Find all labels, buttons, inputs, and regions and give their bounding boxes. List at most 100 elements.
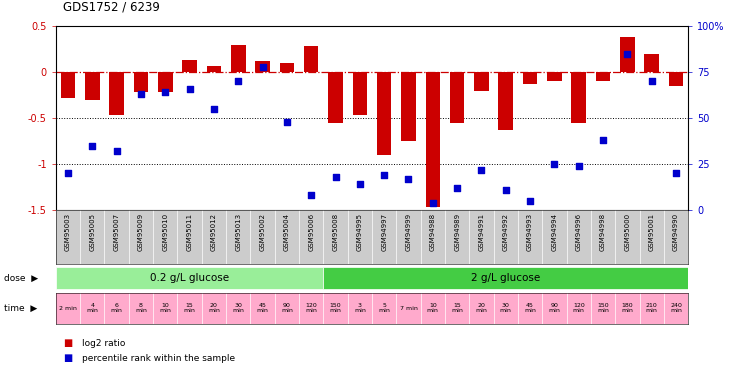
Text: 6
min: 6 min	[111, 303, 123, 313]
Text: 3
min: 3 min	[354, 303, 366, 313]
Point	[159, 89, 171, 95]
Text: GSM94997: GSM94997	[381, 213, 387, 251]
Bar	[450, 72, 464, 123]
Text: 240
min: 240 min	[670, 303, 682, 313]
Bar	[158, 72, 173, 92]
Point	[111, 148, 123, 154]
Bar	[426, 72, 440, 207]
Bar	[109, 72, 124, 116]
Text: 20
min: 20 min	[475, 303, 487, 313]
Text: GSM95001: GSM95001	[649, 213, 655, 251]
Text: 15
min: 15 min	[451, 303, 463, 313]
Bar	[280, 63, 294, 72]
Bar	[571, 72, 586, 123]
Bar	[182, 60, 197, 72]
Text: GSM95006: GSM95006	[308, 213, 314, 251]
Point	[232, 78, 244, 84]
Text: 90
min: 90 min	[548, 303, 560, 313]
Text: GSM95005: GSM95005	[89, 213, 95, 251]
Text: GSM95013: GSM95013	[235, 213, 241, 251]
Text: 15
min: 15 min	[184, 303, 196, 313]
Text: 150
min: 150 min	[597, 303, 609, 313]
Text: GSM94991: GSM94991	[478, 213, 484, 251]
Text: GSM95010: GSM95010	[162, 213, 168, 251]
Text: GSM95003: GSM95003	[65, 213, 71, 251]
Text: 45
min: 45 min	[257, 303, 269, 313]
Text: dose  ▶: dose ▶	[4, 274, 38, 283]
Text: 10
min: 10 min	[159, 303, 171, 313]
Text: 2 min: 2 min	[59, 306, 77, 311]
Point	[621, 51, 633, 57]
Bar	[255, 61, 270, 72]
Point	[281, 119, 293, 125]
Text: 30
min: 30 min	[500, 303, 512, 313]
Bar	[231, 45, 246, 72]
Text: GSM94995: GSM94995	[357, 213, 363, 251]
Text: GSM95011: GSM95011	[187, 213, 193, 251]
Bar	[85, 72, 100, 100]
Text: GSM95004: GSM95004	[284, 213, 290, 251]
Point	[597, 137, 609, 143]
Text: GSM95012: GSM95012	[211, 213, 217, 251]
Text: GSM94994: GSM94994	[551, 213, 557, 251]
Text: GSM95008: GSM95008	[333, 213, 339, 251]
Text: GSM94993: GSM94993	[527, 213, 533, 251]
Bar	[596, 72, 610, 81]
Text: GDS1752 / 6239: GDS1752 / 6239	[63, 0, 160, 13]
Point	[135, 91, 147, 97]
Point	[62, 170, 74, 176]
Text: 45
min: 45 min	[525, 303, 536, 313]
Text: 30
min: 30 min	[232, 303, 244, 313]
Point	[670, 170, 682, 176]
Text: 4
min: 4 min	[86, 303, 98, 313]
Text: GSM95007: GSM95007	[114, 213, 120, 251]
Point	[475, 166, 487, 172]
Bar	[353, 72, 367, 116]
Text: 7 min: 7 min	[400, 306, 417, 311]
Bar	[498, 72, 513, 130]
Text: GSM94999: GSM94999	[405, 213, 411, 251]
Text: GSM95000: GSM95000	[624, 213, 630, 251]
Point	[548, 161, 560, 167]
Bar	[56, 267, 324, 290]
Text: 180
min: 180 min	[621, 303, 633, 313]
Bar	[474, 72, 489, 91]
Bar	[669, 72, 683, 86]
Point	[330, 174, 341, 180]
Bar	[401, 72, 416, 141]
Point	[500, 187, 512, 193]
Bar	[61, 72, 75, 98]
Point	[451, 185, 463, 191]
Bar	[523, 72, 537, 84]
Text: GSM95002: GSM95002	[260, 213, 266, 251]
Bar	[644, 54, 659, 72]
Text: 210
min: 210 min	[646, 303, 658, 313]
Point	[403, 176, 414, 182]
Point	[427, 200, 439, 206]
Text: time  ▶: time ▶	[4, 304, 37, 313]
Point	[86, 143, 98, 149]
Text: GSM94996: GSM94996	[576, 213, 582, 251]
Text: 8
min: 8 min	[135, 303, 147, 313]
Text: GSM95009: GSM95009	[138, 213, 144, 251]
Text: 20
min: 20 min	[208, 303, 219, 313]
Point	[208, 106, 220, 112]
Point	[354, 181, 366, 187]
Bar	[304, 46, 318, 72]
Bar	[324, 267, 688, 290]
Text: GSM94998: GSM94998	[600, 213, 606, 251]
Point	[525, 198, 536, 204]
Bar	[134, 72, 148, 92]
Point	[257, 64, 269, 70]
Point	[646, 78, 658, 84]
Text: 0.2 g/L glucose: 0.2 g/L glucose	[150, 273, 229, 284]
Text: 90
min: 90 min	[281, 303, 293, 313]
Text: 120
min: 120 min	[305, 303, 317, 313]
Text: 5
min: 5 min	[378, 303, 390, 313]
Text: 2 g/L glucose: 2 g/L glucose	[471, 273, 540, 284]
Text: percentile rank within the sample: percentile rank within the sample	[82, 354, 235, 363]
Bar	[547, 72, 562, 81]
Bar	[620, 37, 635, 72]
Point	[378, 172, 390, 178]
Text: 120
min: 120 min	[573, 303, 585, 313]
